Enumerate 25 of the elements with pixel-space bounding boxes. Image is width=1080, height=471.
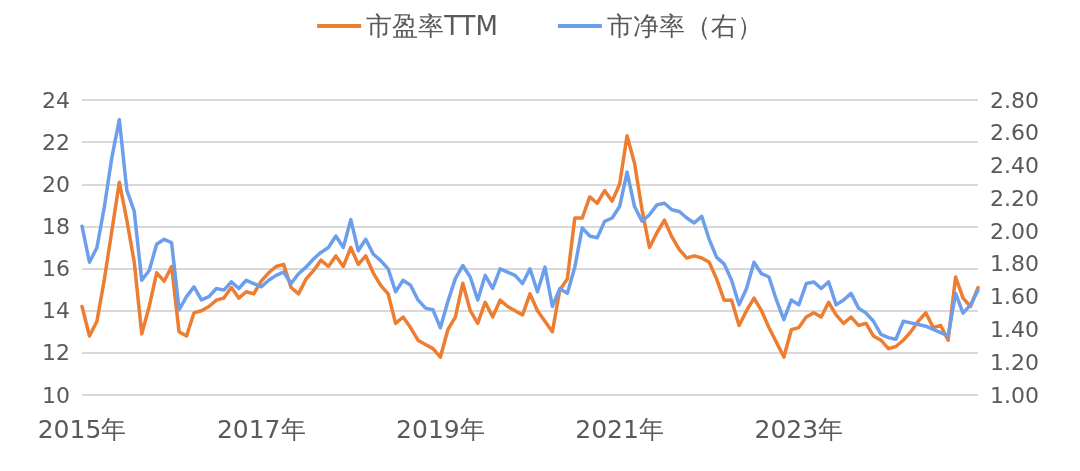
y2-tick-label: 2.60 (990, 120, 1039, 146)
y-tick-label: 18 (42, 213, 70, 239)
y2-tick-label: 1.40 (990, 316, 1039, 342)
legend-label: 市净率（右） (606, 11, 763, 41)
x-tick-label: 2023年 (754, 415, 844, 444)
x-tick-label: 2017年 (216, 415, 306, 444)
y-tick-label: 12 (42, 340, 70, 366)
x-tick-label: 2015年 (37, 415, 127, 444)
y2-tick-label: 2.40 (990, 153, 1039, 179)
y2-tick-label: 1.00 (990, 382, 1039, 408)
y-tick-label: 10 (42, 382, 70, 408)
y-tick-label: 22 (42, 129, 70, 155)
y2-tick-label: 2.00 (990, 218, 1039, 244)
y2-tick-label: 1.60 (990, 284, 1039, 310)
legend-label: 市盈率TTM (366, 11, 498, 41)
x-tick-label: 2019年 (396, 415, 485, 444)
y-tick-label: 16 (42, 256, 70, 282)
y-tick-label: 24 (42, 87, 70, 113)
y2-tick-label: 1.80 (990, 251, 1039, 277)
y2-tick-label: 2.20 (990, 185, 1039, 211)
y2-tick-label: 2.80 (990, 87, 1039, 113)
y-tick-label: 20 (42, 171, 70, 197)
y2-tick-label: 1.20 (990, 349, 1039, 375)
x-tick-label: 2021年 (575, 415, 664, 444)
y-tick-label: 14 (42, 298, 70, 324)
